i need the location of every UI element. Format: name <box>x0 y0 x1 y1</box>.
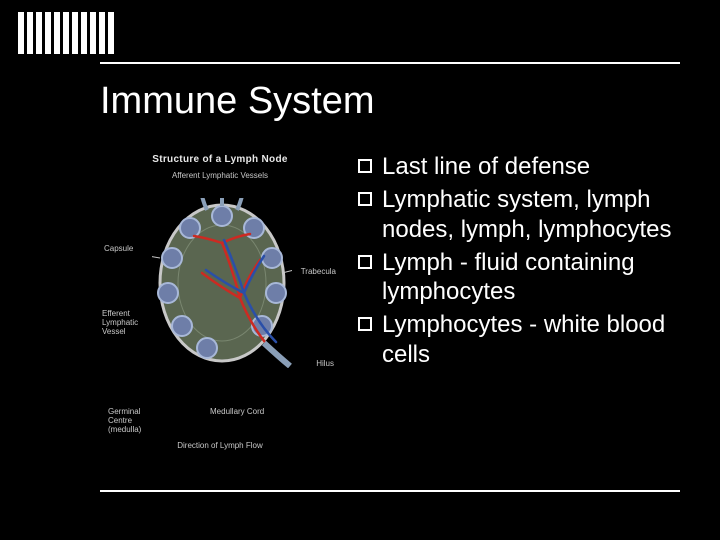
decoration-bar <box>27 12 33 54</box>
decoration-bar <box>54 12 60 54</box>
bullet-box-icon <box>358 317 372 331</box>
bullet-list: Last line of defense Lymphatic system, l… <box>358 150 680 470</box>
decoration-bar <box>99 12 105 54</box>
figure-label-germinal: Germinal Centre (medulla) <box>108 408 164 434</box>
bullet-item: Last line of defense <box>358 152 680 181</box>
bullet-item: Lymph - fluid containing lymphocytes <box>358 248 680 307</box>
figure-label-efferent: Efferent Lymphatic Vessel <box>102 310 148 336</box>
figure-label-capsule: Capsule <box>104 245 133 254</box>
figure-label-hilus: Hilus <box>316 360 334 369</box>
decoration-bar <box>36 12 42 54</box>
slide-title: Immune System <box>100 80 375 123</box>
decoration-bar <box>108 12 114 54</box>
content-area: Structure of a Lymph Node Afferent Lymph… <box>100 150 680 470</box>
bullet-box-icon <box>358 192 372 206</box>
decoration-bar <box>45 12 51 54</box>
figure-label-flow: Direction of Lymph Flow <box>160 442 280 451</box>
bullet-item: Lymphocytes - white blood cells <box>358 310 680 369</box>
bullet-text: Lymph - fluid containing lymphocytes <box>382 248 680 307</box>
bottom-rule <box>100 490 680 492</box>
bullet-text: Last line of defense <box>382 152 680 181</box>
bullet-box-icon <box>358 159 372 173</box>
decoration-bars <box>18 12 114 54</box>
decoration-bar <box>18 12 24 54</box>
decoration-bar <box>81 12 87 54</box>
decoration-bar <box>63 12 69 54</box>
bullet-text: Lymphocytes - white blood cells <box>382 310 680 369</box>
figure-top-label: Afferent Lymphatic Vessels <box>100 171 340 180</box>
top-rule <box>100 62 680 64</box>
bullet-box-icon <box>358 255 372 269</box>
lymph-node-diagram <box>152 198 292 368</box>
lymph-node-figure: Structure of a Lymph Node Afferent Lymph… <box>100 150 340 460</box>
slide: Immune System Structure of a Lymph Node … <box>0 0 720 540</box>
bullet-item: Lymphatic system, lymph nodes, lymph, ly… <box>358 185 680 244</box>
decoration-bar <box>72 12 78 54</box>
decoration-bar <box>90 12 96 54</box>
bullet-text: Lymphatic system, lymph nodes, lymph, ly… <box>382 185 680 244</box>
figure-title: Structure of a Lymph Node <box>100 150 340 165</box>
figure-label-trabecula: Trabecula <box>301 268 336 277</box>
figure-label-medullary: Medullary Cord <box>210 408 266 417</box>
